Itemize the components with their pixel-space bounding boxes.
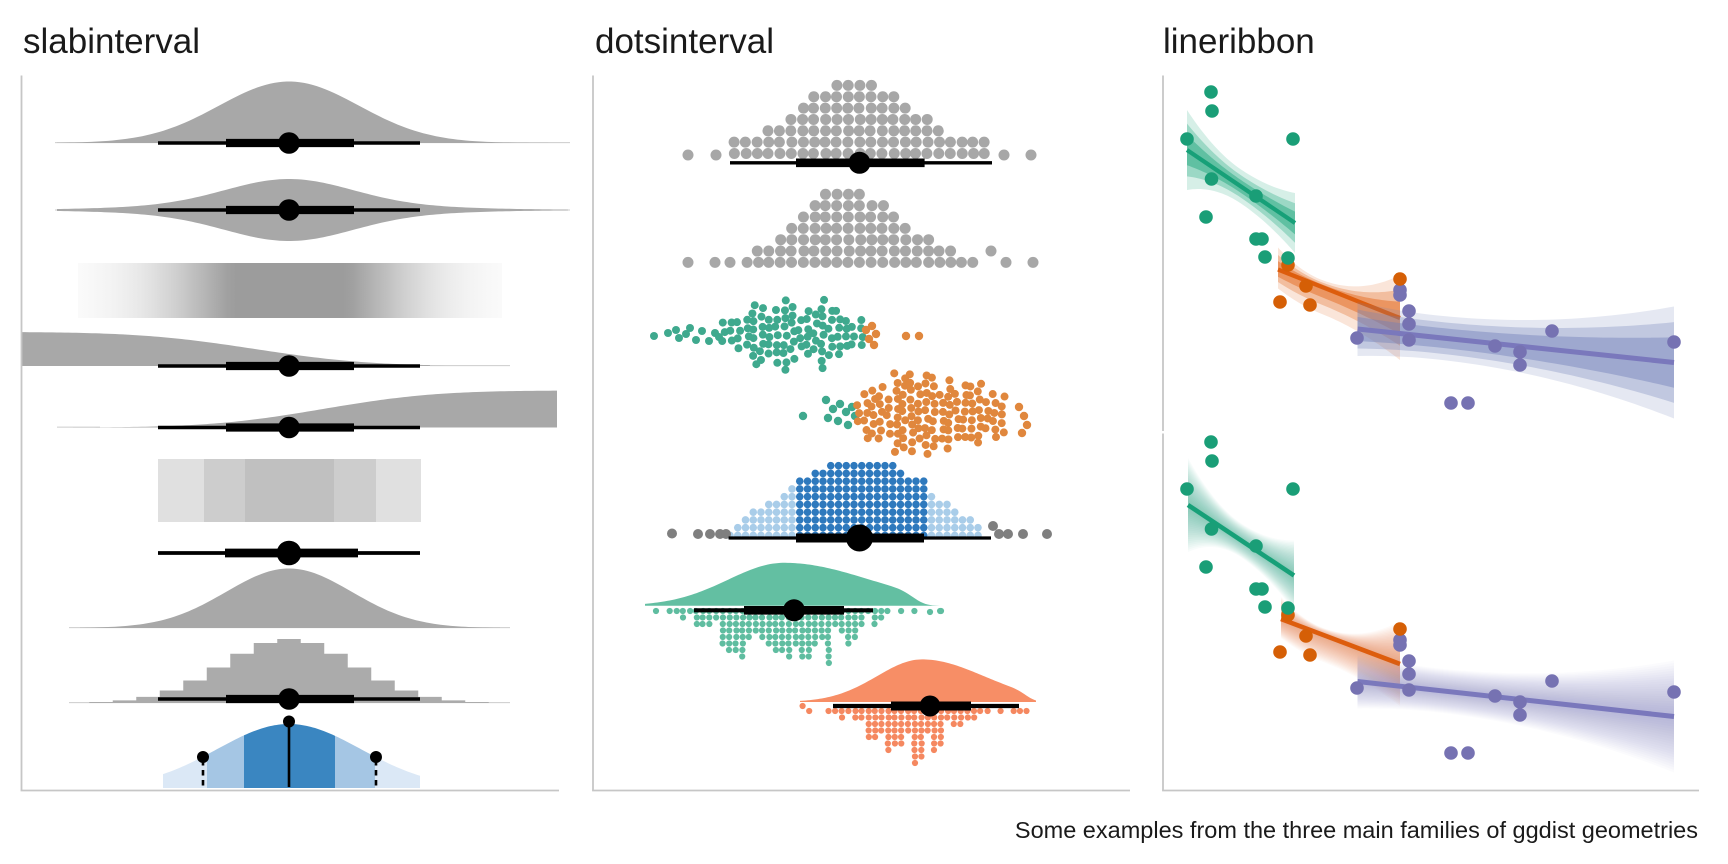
svg-text:Some examples from the three m: Some examples from the three main famili…	[1015, 817, 1698, 843]
svg-text:dotsinterval: dotsinterval	[595, 22, 774, 61]
svg-text:slabinterval: slabinterval	[23, 22, 200, 61]
svg-text:lineribbon: lineribbon	[1163, 22, 1315, 61]
